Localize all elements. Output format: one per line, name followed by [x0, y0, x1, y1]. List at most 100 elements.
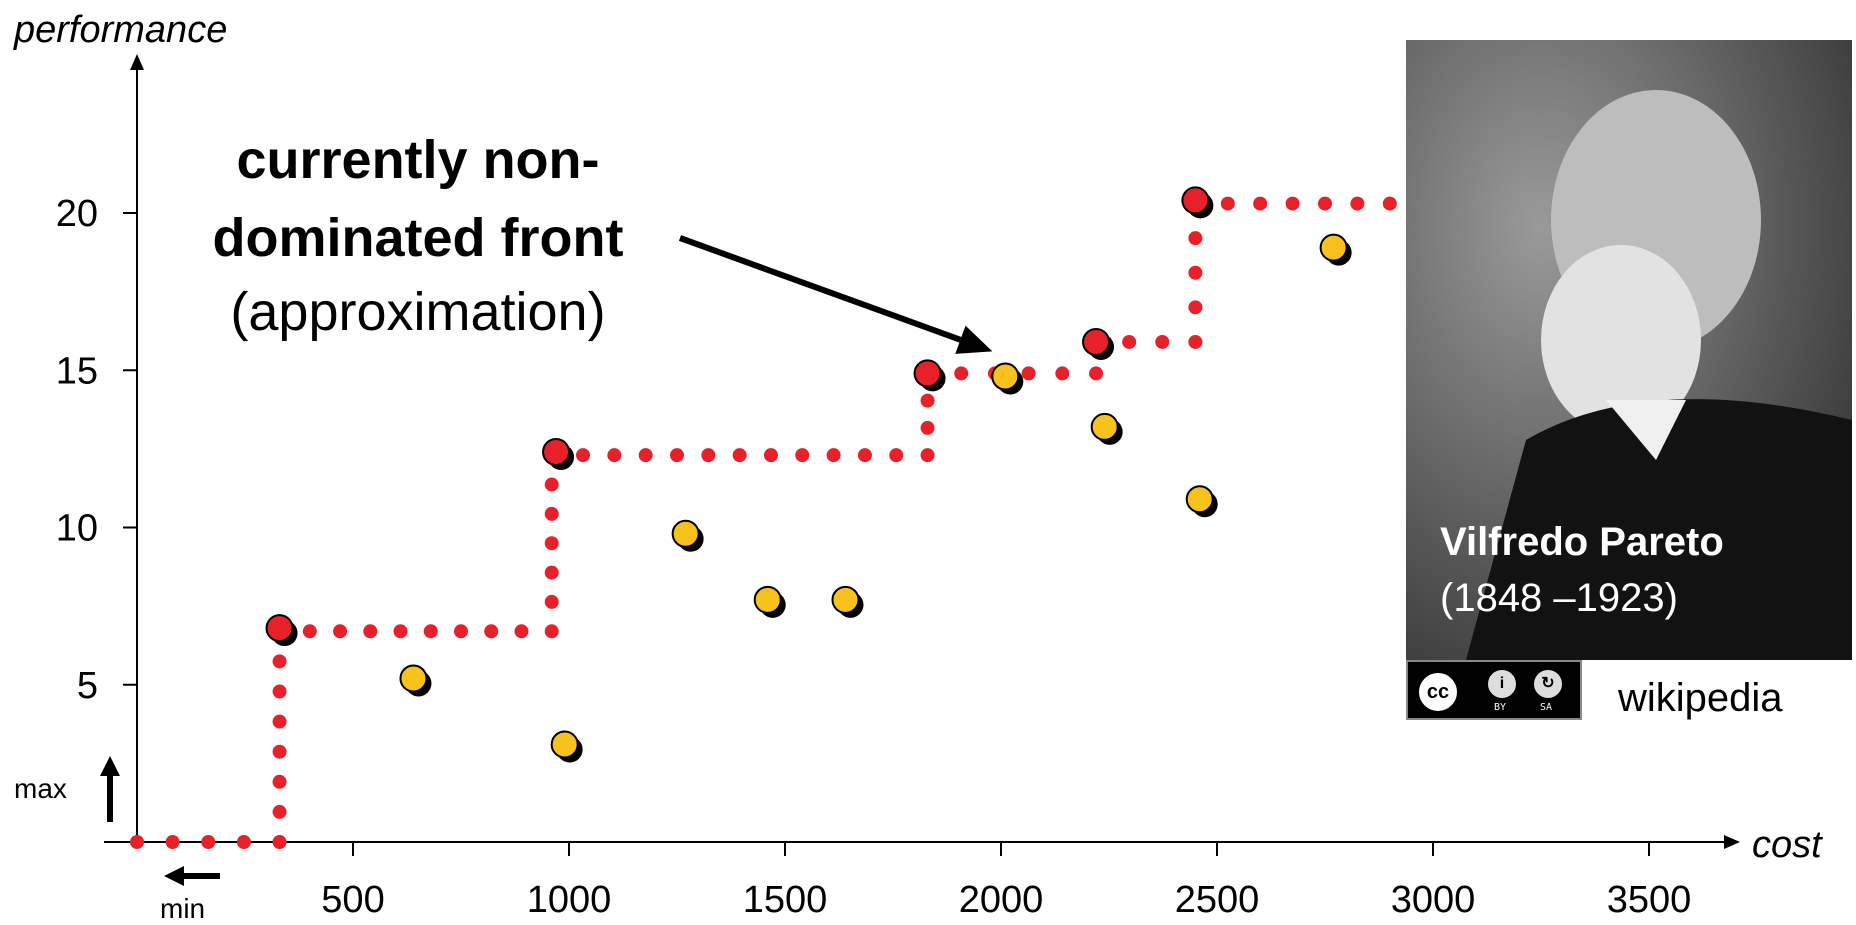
- min-label: min: [160, 893, 205, 924]
- share-alike-icon: ↻: [1532, 668, 1564, 700]
- y-axis-label: performance: [13, 9, 227, 51]
- front-line-dot: [1253, 196, 1268, 211]
- dominated-data-point: [831, 585, 860, 614]
- front-line-dot: [544, 477, 559, 492]
- annotation-arrow: [678, 235, 993, 354]
- front-line-dot: [544, 506, 559, 521]
- front-line-dot: [1220, 196, 1235, 211]
- max-label: max: [14, 773, 67, 804]
- front-line-dot: [638, 448, 653, 463]
- front-line-dot: [920, 420, 935, 435]
- cc-icon: cc: [1416, 670, 1460, 714]
- x-tick-label: 500: [321, 879, 384, 921]
- front-line-dot: [1089, 366, 1104, 381]
- max-hint: max: [14, 756, 120, 822]
- chart-axes: [104, 54, 1740, 849]
- front-line-dot: [576, 448, 591, 463]
- front-line-dot: [1382, 196, 1397, 211]
- front-line-dot: [544, 624, 559, 639]
- front-line-dot: [514, 624, 529, 639]
- front-line-dot: [954, 366, 969, 381]
- front-line-dot: [454, 624, 468, 639]
- sa-label: SA: [1540, 702, 1553, 713]
- y-tick-label: 20: [56, 193, 98, 235]
- front-line-dot: [1188, 265, 1203, 280]
- front-line-dot: [670, 448, 684, 463]
- portrait-photo: Vilfredo Pareto (1848 –1923): [1406, 40, 1852, 660]
- y-tick-label: 10: [56, 508, 98, 550]
- x-tick-label: 1500: [743, 879, 828, 921]
- front-line-dot: [272, 835, 287, 849]
- x-tick-label: 3500: [1607, 879, 1692, 921]
- dominated-data-point: [550, 730, 579, 759]
- front-line-dot: [544, 565, 559, 580]
- front-line-dot: [701, 448, 716, 463]
- front-line-dot: [423, 624, 438, 639]
- x-axis-arrowhead: [1724, 835, 1740, 849]
- data-points: [265, 186, 1352, 763]
- front-line-dot: [763, 448, 778, 463]
- front-line-dot: [1188, 334, 1203, 349]
- front-line-dot: [732, 448, 747, 463]
- front-line-dot: [826, 448, 841, 463]
- front-line-dot: [920, 393, 935, 408]
- dominated-data-point: [399, 664, 428, 693]
- front-line-dot: [272, 774, 287, 789]
- front-data-point: [1181, 186, 1210, 215]
- x-tick-label: 2000: [959, 879, 1044, 921]
- front-data-point: [913, 359, 942, 388]
- dominated-data-point: [753, 585, 782, 614]
- dominated-data-point: [1090, 412, 1119, 441]
- dominated-data-point: [671, 519, 700, 548]
- image-credit: wikipedia: [1618, 676, 1783, 720]
- cc-license-badge: cc i ↻ BY SA: [1406, 660, 1582, 720]
- by-attribution-icon: i: [1486, 668, 1518, 700]
- front-line-dot: [795, 448, 810, 463]
- front-line-dot: [272, 804, 287, 819]
- front-line-dot: [1055, 366, 1070, 381]
- front-line-dot: [920, 448, 935, 463]
- front-line-dot: [272, 714, 287, 729]
- x-axis-label: cost: [1752, 824, 1823, 866]
- y-axis-arrowhead: [130, 54, 144, 70]
- annotation-line2: dominated front: [213, 208, 624, 268]
- front-line-dot: [1155, 334, 1170, 349]
- front-line-dot: [544, 536, 559, 551]
- front-data-point: [1082, 327, 1111, 356]
- x-tick-label: 3000: [1391, 879, 1476, 921]
- front-line-dot: [1021, 366, 1036, 381]
- front-data-point: [265, 614, 294, 643]
- front-line-dot: [1285, 196, 1300, 211]
- front-line-dot: [272, 684, 287, 699]
- front-line-dot: [272, 654, 287, 669]
- x-tick-group: 500 1000 1500 2000 2500 3000 3500: [321, 842, 1691, 921]
- left-arrow-icon: [164, 866, 184, 886]
- y-tick-group: 5 10 15 20: [56, 193, 137, 707]
- front-line-dot: [201, 835, 216, 849]
- front-line-dot: [1350, 196, 1365, 211]
- front-line-dot: [484, 624, 499, 639]
- dominated-data-point: [1185, 485, 1214, 514]
- x-tick-label: 2500: [1175, 879, 1260, 921]
- front-line-dot: [272, 744, 287, 759]
- up-arrow-icon: [100, 756, 120, 776]
- front-data-point: [542, 438, 571, 467]
- front-line-dot: [393, 624, 408, 639]
- front-line-dot: [236, 835, 251, 849]
- front-line-dot: [1122, 334, 1137, 349]
- front-line-dot: [607, 448, 622, 463]
- front-line-dot: [130, 835, 144, 849]
- portrait-name: Vilfredo Pareto: [1440, 520, 1724, 564]
- front-line-dot: [1188, 300, 1203, 315]
- dominated-data-point: [991, 362, 1020, 391]
- front-line-dot: [1318, 196, 1332, 211]
- y-tick-label: 15: [56, 350, 98, 392]
- front-line-dot: [165, 835, 180, 849]
- front-line-dot: [857, 448, 872, 463]
- front-line-dot: [363, 624, 378, 639]
- front-line-dot: [544, 594, 559, 609]
- portrait-years: (1848 –1923): [1440, 576, 1678, 620]
- front-line-dot: [1188, 231, 1203, 246]
- front-line-dot: [302, 624, 317, 639]
